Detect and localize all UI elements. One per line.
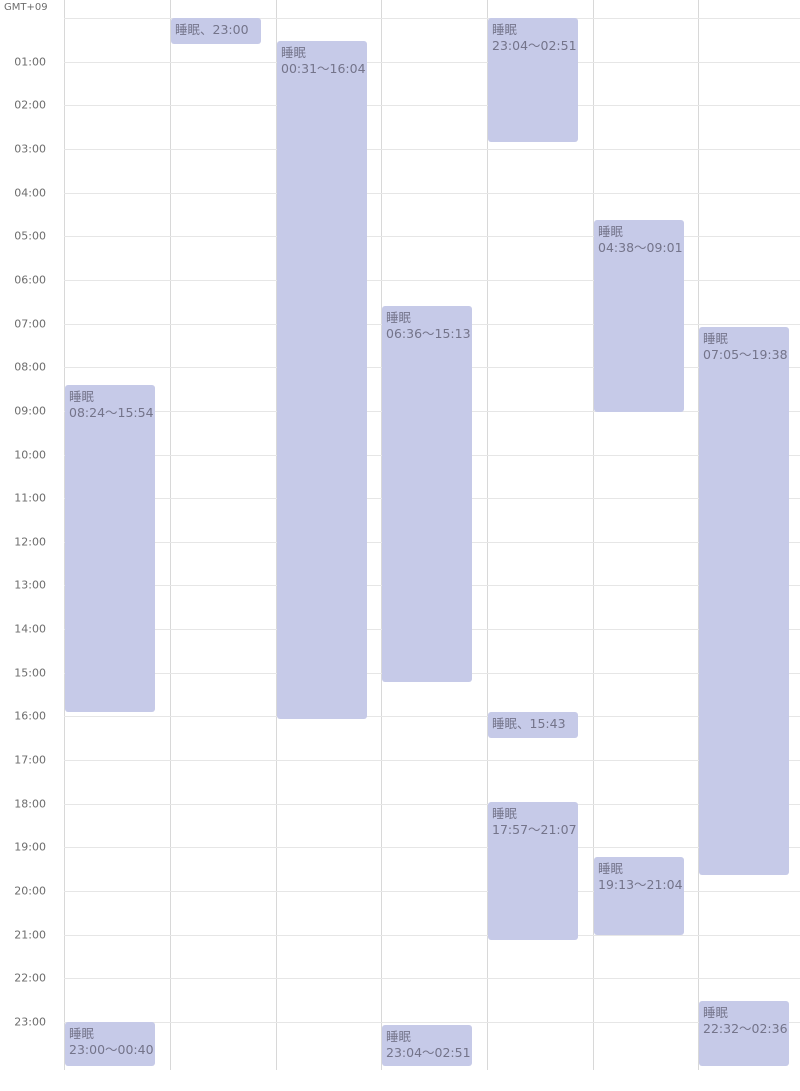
hour-label: 19:00	[14, 840, 46, 854]
hour-gridline	[64, 1021, 800, 1023]
day-column-divider	[381, 0, 382, 1070]
sleep-event[interactable]: 睡眠 08:24〜15:54	[65, 384, 155, 713]
event-time: 23:00〜00:40	[69, 1041, 154, 1057]
day-column-divider	[593, 0, 594, 1070]
sleep-event[interactable]: 睡眠、23:00	[171, 18, 261, 45]
event-title: 睡眠、15:43	[492, 716, 566, 732]
hour-gridline	[64, 105, 800, 107]
hour-gridline	[64, 192, 800, 194]
event-time: 22:32〜02:36	[703, 1021, 788, 1037]
day-column-divider	[276, 0, 277, 1070]
event-title: 睡眠	[281, 44, 307, 60]
hour-gridline	[64, 934, 800, 936]
hour-label: 10:00	[14, 448, 46, 461]
event-title: 睡眠	[598, 224, 624, 240]
hour-label: 15:00	[14, 666, 46, 680]
sleep-event[interactable]: 睡眠 19:13〜21:04	[594, 856, 684, 935]
day-column-divider	[64, 0, 65, 1070]
hour-gridline	[64, 236, 800, 238]
hour-gridline	[64, 716, 800, 718]
hour-label: 02:00	[14, 98, 46, 112]
sleep-event[interactable]: 睡眠 04:38〜09:01	[594, 220, 684, 412]
hour-label: 06:00	[14, 273, 46, 287]
event-title: 睡眠	[69, 1025, 95, 1041]
timezone-label: GMT+09	[4, 2, 48, 13]
hour-label: 07:00	[14, 317, 46, 331]
sleep-event[interactable]: 睡眠、15:43	[488, 712, 578, 739]
hour-label: 03:00	[14, 142, 46, 156]
day-column-divider	[170, 0, 171, 1070]
hour-gridline	[64, 148, 800, 150]
hour-gridline	[64, 61, 800, 63]
hour-label: 17:00	[14, 753, 46, 767]
event-time: 07:05〜19:38	[703, 347, 788, 363]
event-title: 睡眠	[69, 388, 95, 404]
hour-gridline	[64, 978, 800, 980]
hour-label: 11:00	[14, 491, 46, 505]
hour-label: 08:00	[14, 360, 46, 374]
sleep-event[interactable]: 睡眠 06:36〜15:13	[382, 306, 472, 683]
hour-label: 09:00	[14, 404, 46, 418]
event-title: 睡眠	[492, 22, 518, 37]
event-title: 睡眠	[492, 805, 518, 821]
hour-gridline	[64, 18, 800, 19]
sleep-event[interactable]: 睡眠 17:57〜21:07	[488, 801, 578, 940]
hour-label: 20:00	[14, 884, 46, 898]
hour-label: 16:00	[14, 709, 46, 723]
hour-label: 21:00	[14, 928, 46, 942]
event-title: 睡眠	[386, 1029, 412, 1044]
day-column-divider	[487, 0, 488, 1070]
event-title: 睡眠	[703, 1005, 729, 1021]
event-title: 睡眠	[703, 331, 729, 347]
hour-gridline	[64, 891, 800, 892]
hour-label: 04:00	[14, 186, 46, 200]
event-time: 17:57〜21:07	[492, 821, 577, 837]
event-title: 睡眠	[598, 860, 624, 876]
event-time: 23:04〜02:51	[386, 1045, 471, 1060]
hour-gridline	[64, 760, 800, 762]
hour-label: 14:00	[14, 622, 46, 636]
event-time: 00:31〜16:04	[281, 60, 366, 76]
sleep-event[interactable]: 睡眠 23:00〜00:40	[65, 1021, 155, 1066]
event-time: 08:24〜15:54	[69, 404, 154, 420]
event-time: 06:36〜15:13	[386, 326, 471, 342]
hour-label: 22:00	[14, 971, 46, 985]
hour-label: 12:00	[14, 535, 46, 549]
hour-gridline	[64, 803, 800, 805]
hour-gridline	[64, 847, 800, 849]
day-column-divider	[698, 0, 699, 1070]
hour-label: 23:00	[14, 1015, 46, 1029]
event-time: 04:38〜09:01	[598, 240, 683, 256]
sleep-event[interactable]: 睡眠 07:05〜19:38	[699, 327, 789, 875]
event-title: 睡眠	[386, 310, 412, 326]
sleep-event[interactable]: 睡眠 00:31〜16:04	[277, 40, 367, 720]
event-title: 睡眠、23:00	[175, 22, 249, 37]
hour-label: 13:00	[14, 578, 46, 592]
event-time: 23:04〜02:51	[492, 38, 577, 53]
event-time: 19:13〜21:04	[598, 876, 683, 892]
hour-label: 18:00	[14, 797, 46, 811]
hour-label: 05:00	[14, 229, 46, 243]
sleep-event[interactable]: 睡眠 22:32〜02:36	[699, 1001, 789, 1066]
sleep-event[interactable]: 睡眠 23:04〜02:51	[488, 18, 578, 143]
hour-label: 01:00	[14, 55, 46, 69]
hour-gridline	[64, 279, 800, 281]
sleep-event[interactable]: 睡眠 23:04〜02:51	[382, 1025, 472, 1066]
